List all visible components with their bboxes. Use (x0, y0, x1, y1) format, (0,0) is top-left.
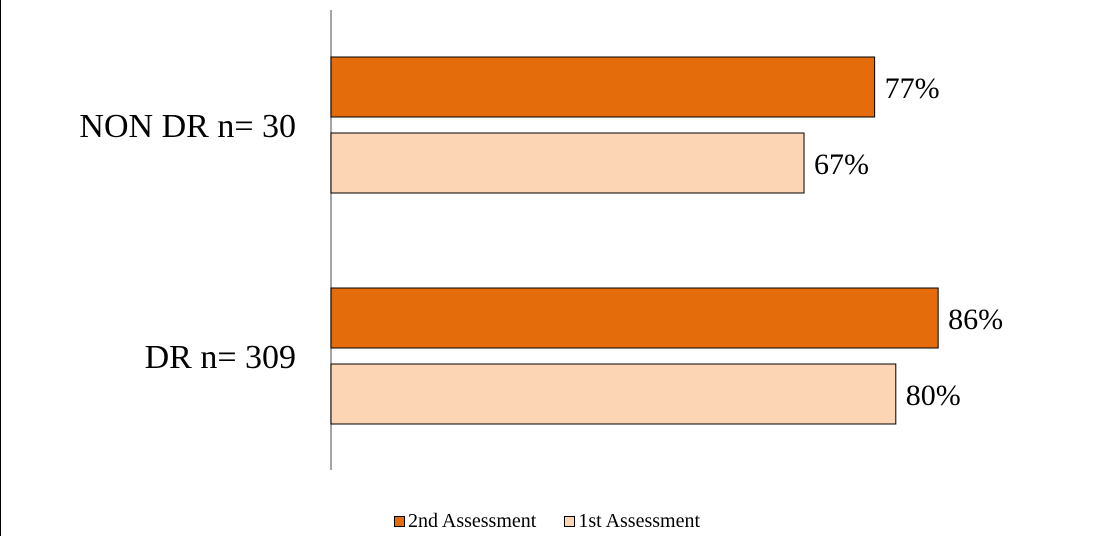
legend-swatch-2nd-assessment (393, 516, 405, 527)
category-label-non-dr-n-30: NON DR n= 30 (79, 108, 296, 145)
bar-dr-n-309-1st-assessment (330, 363, 897, 425)
bar-non-dr-n-30-1st-assessment (330, 132, 805, 194)
legend-item-1st-assessment: 1st Assessment (564, 510, 700, 533)
data-label-dr-n-309-1st-assessment: 80% (906, 379, 961, 412)
legend-swatch-1st-assessment (564, 516, 576, 527)
legend-label-2nd-assessment: 2nd Assessment (407, 510, 537, 532)
bar-chart: NON DR n= 30 DR n= 309 77% 67% 86% 80% (79, 10, 1003, 470)
bar-dr-n-309-2nd-assessment (330, 287, 939, 349)
data-label-non-dr-n-30-2nd-assessment: 77% (885, 72, 940, 105)
bar-non-dr-n-30-2nd-assessment (330, 56, 876, 118)
legend: 2nd Assessment 1st Assessment (0, 510, 1094, 533)
data-label-non-dr-n-30-1st-assessment: 67% (814, 148, 869, 181)
legend-item-2nd-assessment: 2nd Assessment (393, 510, 537, 533)
legend-label-1st-assessment: 1st Assessment (578, 510, 701, 532)
category-label-dr-n-309: DR n= 309 (145, 339, 296, 376)
data-label-dr-n-309-2nd-assessment: 86% (948, 303, 1003, 336)
frame-edge (0, 0, 1, 536)
